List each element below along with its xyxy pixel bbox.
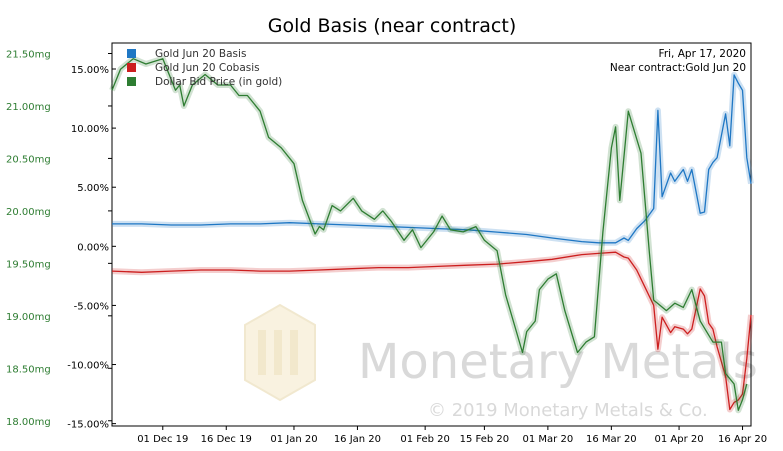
x-axis-tick-label: 01 Mar 20	[523, 434, 574, 445]
percent-axis-tick-label: -15.00%	[67, 420, 109, 431]
legend-item-dollar-bid: Dollar Bid Price (in gold)	[127, 76, 282, 88]
series-glow-gold-jun-20-basis	[112, 71, 754, 246]
x-axis-tick-label: 01 Dec 19	[137, 434, 188, 445]
legend-item-basis: Gold Jun 20 Basis	[127, 48, 246, 60]
legend-label-cobasis: Gold Jun 20 Cobasis	[155, 62, 260, 74]
x-axis-tick-label: 16 Jan 20	[334, 434, 381, 445]
x-axis-tick-label: 01 Jan 20	[270, 434, 317, 445]
legend-swatch-basis	[127, 49, 136, 58]
percent-axis-tick-label: 10.00%	[71, 124, 109, 135]
info-date: Fri, Apr 17, 2020	[659, 48, 746, 60]
right-axis: 15.00% 10.00% 5.00% 0.00% -5.00% -10.00% -15.0…	[67, 65, 116, 431]
series-line-gold-jun-20-cobasis	[111, 251, 752, 411]
legend: Gold Jun 20 Basis Gold Jun 20 Cobasis Do…	[127, 48, 282, 88]
x-axis-tick-label: 16 Mar 20	[586, 434, 637, 445]
left-axis-tick-label: 18.00mg	[6, 417, 51, 428]
left-axis-tick-label: 18.50mg	[6, 364, 51, 375]
plot-area: 18.00mg 18.50mg 19.00mg 19.50mg 20.00mg 20.50…	[6, 42, 767, 445]
legend-swatch-cobasis	[127, 63, 136, 72]
plot-frame	[111, 42, 752, 427]
series-layer	[109, 55, 754, 414]
left-axis-tick-label: 21.00mg	[6, 102, 51, 113]
percent-axis-tick-label: -5.00%	[74, 301, 109, 312]
left-axis-tick-label: 19.50mg	[6, 259, 51, 270]
percent-axis-tick-label: 0.00%	[77, 242, 109, 253]
legend-swatch-dollar-bid	[127, 77, 136, 86]
chart-title: Gold Basis (near contract)	[268, 15, 516, 37]
watermark: Monetary Metals © 2019 Monetary Metals &…	[244, 303, 758, 421]
left-axis-tick-label: 20.00mg	[6, 207, 51, 218]
x-axis-tick-label: 15 Feb 20	[460, 434, 510, 445]
x-axis-tick-label: 01 Apr 20	[655, 434, 704, 445]
x-axis: 01 Dec 19 16 Dec 19 01 Jan 20 16 Jan 20 01 F…	[137, 426, 767, 445]
legend-label-basis: Gold Jun 20 Basis	[155, 48, 246, 60]
left-axis-tick-label: 21.50mg	[6, 49, 51, 60]
watermark-logo-icon	[244, 303, 316, 402]
left-axis-tick-label: 20.50mg	[6, 154, 51, 165]
legend-item-cobasis: Gold Jun 20 Cobasis	[127, 62, 260, 74]
info-box: Fri, Apr 17, 2020 Near contract:Gold Jun…	[610, 48, 746, 74]
x-axis-tick-label: 01 Feb 20	[400, 434, 450, 445]
info-contract: Near contract:Gold Jun 20	[610, 62, 746, 74]
left-axis: 18.00mg 18.50mg 19.00mg 19.50mg 20.00mg 20.50…	[6, 49, 112, 428]
left-axis-tick-label: 19.00mg	[6, 312, 51, 323]
x-axis-tick-label: 16 Dec 19	[201, 434, 252, 445]
percent-axis-tick-label: 15.00%	[71, 65, 109, 76]
percent-axis-tick-label: 5.00%	[77, 183, 109, 194]
watermark-brand: Monetary Metals	[358, 334, 758, 390]
legend-label-dollar-bid: Dollar Bid Price (in gold)	[155, 76, 282, 88]
watermark-copyright: © 2019 Monetary Metals & Co.	[428, 400, 708, 421]
series-line-dollar-bid-price-in-gold	[111, 58, 748, 411]
percent-axis-tick-label: -10.00%	[67, 361, 109, 372]
series-line-gold-jun-20-basis	[112, 74, 752, 244]
x-axis-tick-label: 16 Apr 20	[718, 434, 767, 445]
